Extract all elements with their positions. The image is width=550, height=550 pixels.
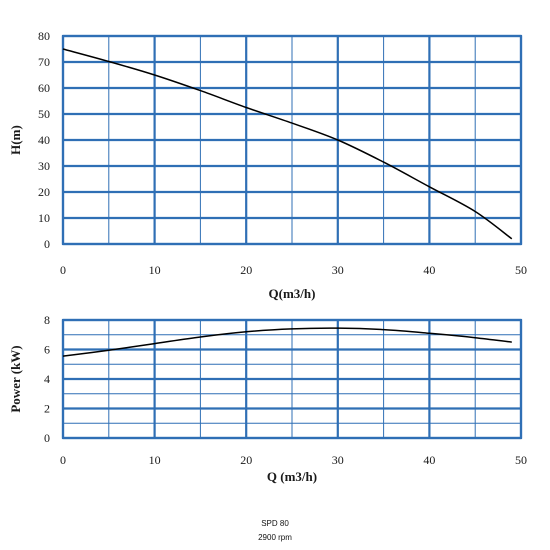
head-curve — [62, 48, 513, 240]
head-y-tick-label: 30 — [38, 159, 50, 173]
head-x-tick-label: 50 — [515, 263, 527, 277]
power-y-axis-title: Power (kW) — [8, 345, 23, 412]
pump-speed-label: 2900 rpm — [258, 533, 292, 542]
head-y-tick-label: 20 — [38, 185, 50, 199]
power-y-tick-label: 0 — [44, 431, 50, 445]
power-x-axis-title: Q (m3/h) — [267, 469, 317, 484]
power-x-tick-label: 20 — [240, 453, 252, 467]
power-x-tick-label: 30 — [332, 453, 344, 467]
power-y-tick-label: 8 — [44, 313, 50, 327]
power-y-tick-label: 4 — [44, 372, 50, 386]
head-y-tick-label: 50 — [38, 107, 50, 121]
pump-model-label: SPD 80 — [261, 519, 289, 528]
head-x-tick-label: 30 — [332, 263, 344, 277]
power-y-tick-label: 2 — [44, 402, 50, 416]
head-y-tick-label: 40 — [38, 133, 50, 147]
head-x-tick-label: 40 — [423, 263, 435, 277]
power-x-tick-label: 10 — [149, 453, 161, 467]
head-x-axis-title: Q(m3/h) — [269, 286, 316, 301]
head-y-tick-label: 0 — [44, 237, 50, 251]
head-y-tick-label: 80 — [38, 29, 50, 43]
power-plot-frame — [61, 318, 523, 440]
head-chart: 0 10 20 30 40 50 0 10 20 30 40 50 60 70 80 Q(m3/h) H(m) — [8, 29, 527, 301]
head-y-axis-title: H(m) — [8, 125, 23, 155]
power-x-tick-label: 0 — [60, 453, 66, 467]
head-y-tick-label: 70 — [38, 55, 50, 69]
head-x-tick-label: 0 — [60, 263, 66, 277]
head-y-tick-label: 60 — [38, 81, 50, 95]
power-y-tick-label: 6 — [44, 343, 50, 357]
head-x-tick-label: 20 — [240, 263, 252, 277]
power-chart: 0 10 20 30 40 50 0 2 4 6 8 Q (m3/h) Power (kW) — [8, 313, 527, 484]
head-x-tick-label: 10 — [149, 263, 161, 277]
power-curve — [62, 327, 512, 357]
head-y-tick-label: 10 — [38, 211, 50, 225]
head-plot-frame — [61, 34, 523, 246]
power-x-tick-label: 40 — [423, 453, 435, 467]
power-x-tick-label: 50 — [515, 453, 527, 467]
